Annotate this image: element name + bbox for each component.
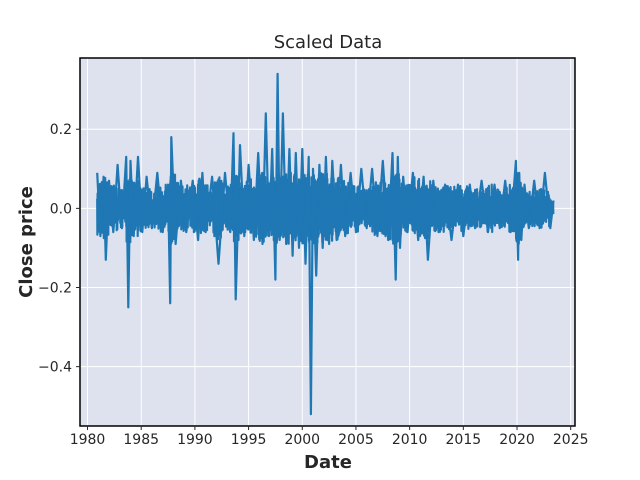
chart-title: Scaled Data [274,32,383,53]
y-tick-label: 0.0 [50,201,72,217]
y-tick-label: −0.4 [38,360,72,376]
x-tick-label: 2000 [284,432,320,448]
y-tick-label: 0.2 [50,122,72,138]
x-tick-label: 1995 [231,432,267,448]
x-tick-label: 2020 [499,432,535,448]
series-layer [96,72,555,416]
x-tick-label: 2005 [338,432,374,448]
series-line [96,72,555,416]
x-tick-label: 1990 [177,432,213,448]
y-axis-label: Close price [16,186,37,298]
x-axis-ticks: 1980 1985 1990 1995 2000 2005 2010 2015 2020 2025 [70,426,589,448]
y-axis-ticks: 0.2 0.0 −0.2 −0.4 [38,122,80,376]
x-tick-label: 1985 [123,432,159,448]
x-tick-label: 1980 [70,432,106,448]
y-tick-label: −0.2 [38,281,72,297]
x-tick-label: 2025 [553,432,589,448]
plot-area [80,58,575,426]
x-tick-label: 2015 [446,432,482,448]
x-axis-label: Date [304,452,352,473]
plot-frame [79,57,576,427]
x-tick-label: 2010 [392,432,428,448]
